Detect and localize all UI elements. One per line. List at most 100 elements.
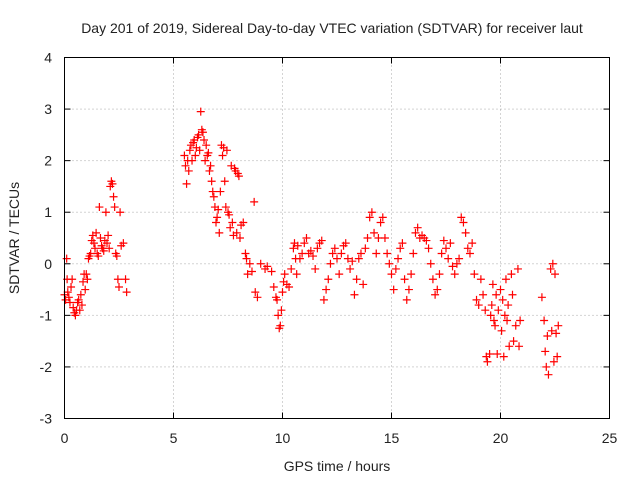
data-point [491,321,500,330]
data-point [116,208,125,217]
y-tick-label: 2 [44,153,52,169]
data-point [306,246,315,255]
data-point [335,270,344,279]
data-point [99,246,108,255]
data-point [396,244,405,253]
data-point [293,241,302,250]
data-point [365,213,374,222]
data-point [326,259,335,268]
data-point [356,249,365,258]
data-point [182,179,191,188]
data-point [442,244,450,253]
data-point [285,282,294,291]
data-point [204,148,213,157]
data-point [483,357,492,366]
data-point [191,151,200,160]
y-tick-label: -2 [40,359,53,375]
x-tick-label: 10 [275,430,291,446]
data-point [213,213,222,222]
data-point [437,249,446,258]
y-tick-label: 4 [44,50,52,66]
data-point [493,350,502,359]
y-tick-label: 3 [44,101,52,117]
data-point [225,210,234,219]
data-point [81,285,90,294]
data-point [461,228,470,237]
data-point [273,295,282,304]
data-point [457,213,466,222]
data-point [96,234,105,242]
data-point [428,275,437,284]
data-point [376,218,385,227]
data-point [407,270,416,279]
data-point [202,141,211,150]
data-point [346,264,355,273]
data-point [112,252,121,261]
data-point [500,311,509,320]
data-point [180,151,189,160]
data-point [508,290,517,299]
data-point [195,146,204,155]
data-point [212,218,221,227]
data-point [239,218,248,227]
data-point [487,301,496,310]
data-point [295,254,304,263]
data-point [509,337,518,346]
data-point [206,161,215,170]
data-point [446,239,455,248]
data-point [513,264,522,273]
data-point [413,223,422,232]
data-point [76,290,85,299]
data-point [424,244,433,253]
data-point [507,270,516,279]
data-point [207,177,216,186]
data-point [479,290,488,299]
data-point [64,293,73,302]
data-point [105,244,114,253]
axis-ticks [64,57,610,419]
data-point [95,203,104,212]
y-tick-label: -1 [40,307,53,323]
data-point [489,316,498,325]
data-point [387,270,396,279]
data-point [463,244,472,253]
data-point [459,218,468,227]
data-point [465,249,474,258]
data-point [367,208,376,217]
data-point [497,326,506,335]
data-point [426,259,435,268]
data-point [289,244,298,253]
data-point [311,264,320,273]
data-point [383,249,392,258]
data-point [300,239,309,248]
data-point [476,275,485,284]
data-point [472,295,481,304]
chart-title: Day 201 of 2019, Sidereal Day-to-day VTE… [81,20,583,36]
data-point [91,244,100,253]
data-point [496,285,505,294]
x-tick-label: 0 [61,430,69,446]
data-point [251,288,260,297]
data-point [324,275,333,284]
data-point [82,270,91,279]
data-point [63,288,72,297]
data-point [243,270,252,279]
data-point [83,275,92,284]
data-point [380,234,389,242]
data-point [62,254,71,263]
data-point [218,151,227,160]
data-point [333,254,341,263]
data-point [486,311,495,320]
data-point [499,352,508,361]
data-point [216,187,225,196]
data-point [433,285,442,294]
data-point [350,290,359,299]
y-tick-label: -3 [40,411,53,427]
data-point [278,288,287,297]
data-point [226,223,235,232]
data-point [287,264,296,273]
data-point [209,192,218,201]
data-point [121,275,130,284]
data-point [101,208,110,217]
x-tick-labels: 0 5 10 15 20 25 [61,430,618,446]
